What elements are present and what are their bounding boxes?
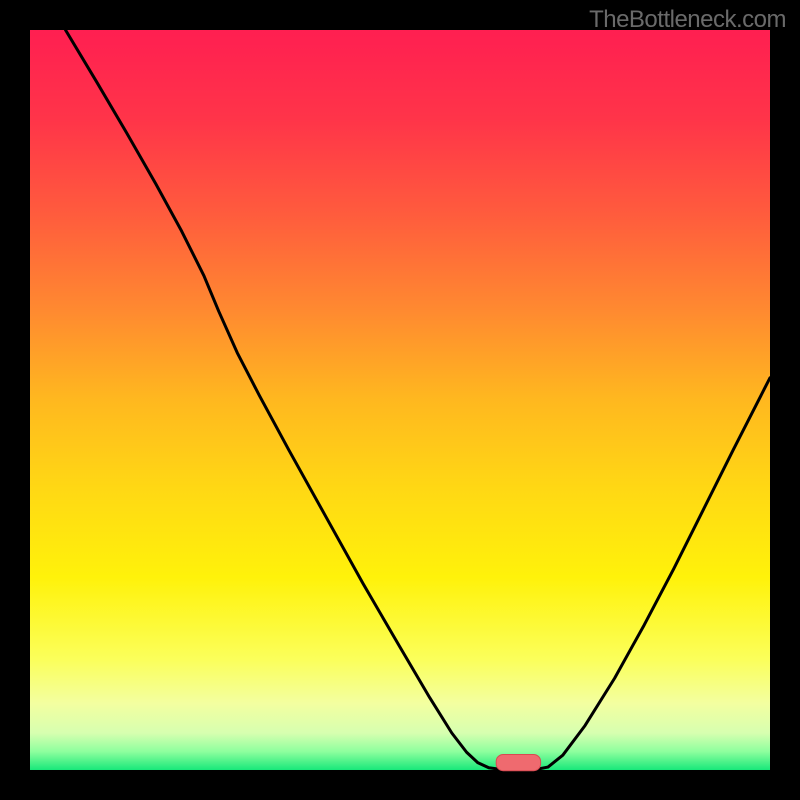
chart-container: TheBottleneck.com <box>0 0 800 800</box>
bottleneck-chart <box>0 0 800 800</box>
watermark-text: TheBottleneck.com <box>589 6 786 34</box>
optimal-marker <box>496 754 540 770</box>
plot-background <box>30 30 770 770</box>
